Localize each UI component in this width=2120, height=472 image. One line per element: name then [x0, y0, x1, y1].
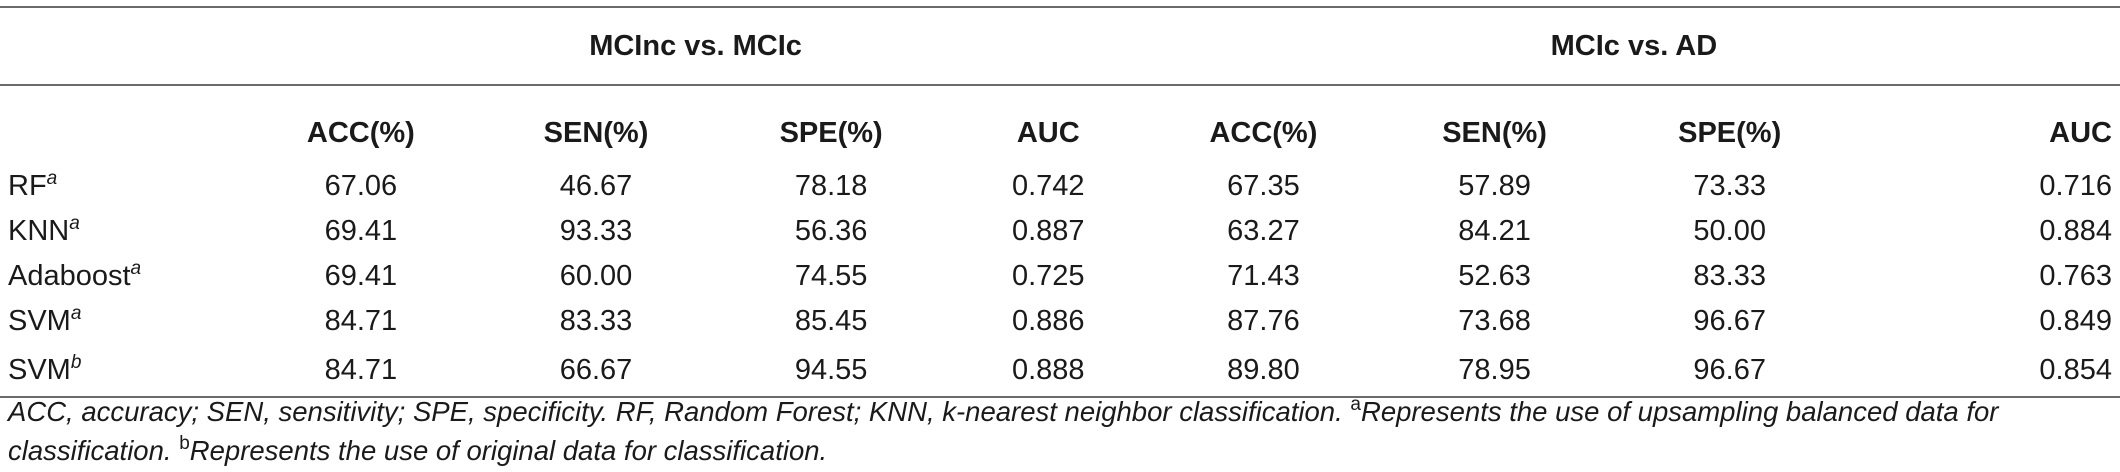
- results-table: MCInc vs. MCIc MCIc vs. AD ACC(%) SEN(%)…: [0, 6, 2120, 398]
- table-cell: 84.71: [324, 305, 398, 337]
- table-cell: 94.55: [794, 353, 868, 386]
- table-cell: 74.55: [794, 260, 868, 292]
- table-cell: 60.00: [559, 260, 633, 292]
- table-cell: 0.849: [2039, 305, 2112, 337]
- table-cell: 67.35: [1227, 170, 1300, 202]
- table-cell: 78.18: [794, 170, 868, 202]
- table-cell: 57.89: [1458, 170, 1531, 202]
- table-cell: 73.33: [1693, 170, 1766, 202]
- row-label: SVMa: [8, 303, 82, 337]
- table-row: KNNa 69.41 93.33 56.36 0.887 63.27 84.21…: [0, 209, 2120, 254]
- table-cell: 52.63: [1458, 260, 1531, 292]
- table-row: SVMa 84.71 83.33 85.45 0.886 87.76 73.68…: [0, 299, 2120, 344]
- table-cell: 63.27: [1227, 215, 1300, 247]
- empty-corner: [0, 85, 243, 164]
- table-row: Adaboosta 69.41 60.00 74.55 0.725 71.43 …: [0, 254, 2120, 299]
- col-header: SPE(%): [779, 117, 883, 149]
- table-cell: 69.41: [324, 215, 398, 247]
- table-cell: 78.95: [1458, 353, 1531, 386]
- col-header: SEN(%): [543, 117, 649, 149]
- table-cell: 46.67: [559, 170, 633, 202]
- table-cell: 0.763: [2039, 260, 2112, 292]
- table-cell: 0.888: [1011, 353, 1085, 386]
- table-cell: 93.33: [559, 215, 633, 247]
- table-cell: 66.67: [559, 353, 633, 386]
- row-label: KNNa: [8, 213, 80, 247]
- col-header: AUC: [2049, 117, 2112, 149]
- col-header: ACC(%): [1209, 117, 1318, 149]
- table-cell: 0.884: [2039, 215, 2112, 247]
- table-cell: 69.41: [324, 260, 398, 292]
- row-label: RFa: [8, 168, 58, 202]
- table-cell: 56.36: [794, 215, 868, 247]
- col-header: AUC: [1016, 117, 1080, 149]
- table-cell: 50.00: [1693, 215, 1766, 247]
- row-label: Adaboosta: [8, 258, 142, 292]
- row-label: SVMb: [8, 351, 82, 386]
- table-cell: 96.67: [1693, 305, 1766, 337]
- table-cell: 96.67: [1693, 353, 1766, 386]
- table-cell: 84.71: [324, 353, 398, 386]
- group-header-mcic-vs-ad: MCIc vs. AD: [1550, 29, 1718, 62]
- table-cell: 83.33: [559, 305, 633, 337]
- col-header: SPE(%): [1678, 117, 1782, 149]
- table-cell: 85.45: [794, 305, 868, 337]
- column-header-row: ACC(%) SEN(%) SPE(%) AUC ACC(%) SEN(%) S…: [0, 85, 2120, 164]
- col-header: ACC(%): [306, 117, 415, 149]
- table-footnote: ACC, accuracy; SEN, sensitivity; SPE, sp…: [8, 394, 1999, 466]
- table-row: SVMb 84.71 66.67 94.55 0.888 89.80 78.95…: [0, 344, 2120, 397]
- table-cell: 83.33: [1693, 260, 1766, 292]
- table-cell: 67.06: [324, 170, 398, 202]
- table-cell: 0.887: [1011, 215, 1085, 247]
- col-header: SEN(%): [1442, 117, 1547, 149]
- table-cell: 0.725: [1011, 260, 1085, 292]
- table-cell: 0.854: [2039, 353, 2112, 386]
- table-cell: 0.716: [2039, 170, 2112, 202]
- table-cell: 71.43: [1227, 260, 1300, 292]
- table-row: RFa 67.06 46.67 78.18 0.742 67.35 57.89 …: [0, 164, 2120, 209]
- group-header-row: MCInc vs. MCIc MCIc vs. AD: [0, 7, 2120, 85]
- table-cell: 0.742: [1011, 170, 1085, 202]
- table-cell: 89.80: [1227, 353, 1300, 386]
- table-cell: 0.886: [1011, 305, 1085, 337]
- table-cell: 87.76: [1227, 305, 1300, 337]
- group-header-mcinc-vs-mcic: MCInc vs. MCIc: [589, 29, 802, 62]
- empty-corner: [0, 7, 243, 85]
- table-cell: 84.21: [1458, 215, 1531, 247]
- table-cell: 73.68: [1458, 305, 1531, 337]
